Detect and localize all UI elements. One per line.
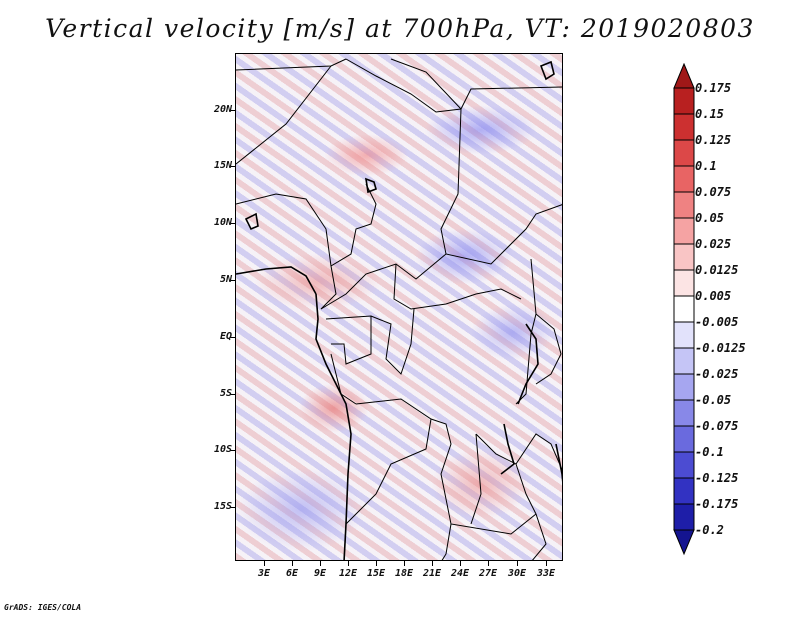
colorbar-cell bbox=[673, 165, 695, 193]
colorbar-cell bbox=[673, 399, 695, 427]
lat-label-eq: EQ bbox=[219, 331, 232, 342]
lon-label-3e: 3E bbox=[257, 568, 271, 579]
lon-tick bbox=[488, 561, 489, 566]
map-plot-area bbox=[235, 53, 563, 561]
colorbar-cell bbox=[673, 321, 695, 349]
colorbar-label: 0.175 bbox=[695, 81, 732, 95]
lon-tick bbox=[517, 561, 518, 566]
colorbar-cell bbox=[673, 191, 695, 219]
colorbar-cell bbox=[673, 113, 695, 141]
lon-tick bbox=[432, 561, 433, 566]
lat-label-5s: 5S bbox=[219, 388, 232, 399]
colorbar-cell bbox=[673, 295, 695, 323]
lon-label-9e: 9E bbox=[313, 568, 327, 579]
lon-label-24e: 24E bbox=[450, 568, 470, 579]
colorbar-cell bbox=[673, 139, 695, 167]
colorbar-label: -0.125 bbox=[695, 471, 739, 485]
lon-label-15e: 15E bbox=[366, 568, 386, 579]
colorbar-cell bbox=[673, 269, 695, 297]
lat-label-15n: 15N bbox=[213, 160, 232, 171]
lon-tick bbox=[404, 561, 405, 566]
lon-tick bbox=[264, 561, 265, 566]
lon-tick bbox=[348, 561, 349, 566]
country-borders bbox=[236, 58, 562, 560]
lat-tick bbox=[230, 450, 235, 451]
lat-tick bbox=[230, 223, 235, 224]
colorbar-label: -0.025 bbox=[695, 367, 739, 381]
grads-credit: GrADS: IGES/COLA bbox=[4, 603, 82, 612]
map-title: Vertical velocity [m/s] at 700hPa, VT: 2… bbox=[45, 14, 755, 43]
colorbar-label: -0.005 bbox=[695, 315, 739, 329]
colorbar-label: 0.15 bbox=[695, 107, 724, 121]
lat-tick bbox=[230, 280, 235, 281]
lon-label-30e: 30E bbox=[507, 568, 527, 579]
lon-label-12e: 12E bbox=[338, 568, 358, 579]
lon-label-6e: 6E bbox=[285, 568, 299, 579]
colorbar-cell bbox=[673, 451, 695, 479]
colorbar bbox=[673, 63, 695, 556]
lat-label-15s: 15S bbox=[213, 501, 232, 512]
lat-tick bbox=[230, 394, 235, 395]
colorbar-cell bbox=[673, 425, 695, 453]
lon-label-27e: 27E bbox=[478, 568, 498, 579]
lon-tick bbox=[460, 561, 461, 566]
colorbar-label: 0.005 bbox=[695, 289, 732, 303]
colorbar-label: -0.2 bbox=[695, 523, 724, 537]
colorbar-cell bbox=[673, 373, 695, 401]
lat-label-10n: 10N bbox=[213, 217, 232, 228]
colorbar-cell bbox=[673, 87, 695, 115]
colorbar-label: 0.075 bbox=[695, 185, 732, 199]
lat-label-20n: 20N bbox=[213, 104, 232, 115]
colorbar-cell bbox=[673, 347, 695, 375]
lat-tick bbox=[230, 507, 235, 508]
colorbar-label: -0.075 bbox=[695, 419, 739, 433]
lon-label-33e: 33E bbox=[536, 568, 556, 579]
colorbar-cell bbox=[673, 477, 695, 505]
colorbar-cell bbox=[673, 217, 695, 245]
lon-label-18e: 18E bbox=[394, 568, 414, 579]
colorbar-label: -0.0125 bbox=[695, 341, 746, 355]
colorbar-label: 0.0125 bbox=[695, 263, 739, 277]
colorbar-cell bbox=[673, 243, 695, 271]
colorbar-label: 0.1 bbox=[695, 159, 717, 173]
colorbar-label: -0.1 bbox=[695, 445, 724, 459]
colorbar-cell-bottom-arrow bbox=[673, 529, 695, 556]
lat-tick bbox=[230, 166, 235, 167]
lon-tick bbox=[292, 561, 293, 566]
lat-label-5n: 5N bbox=[219, 274, 232, 285]
lon-label-21e: 21E bbox=[422, 568, 442, 579]
lat-label-10s: 10S bbox=[213, 444, 232, 455]
colorbar-label: -0.05 bbox=[695, 393, 732, 407]
colorbar-cell bbox=[673, 503, 695, 531]
lat-tick bbox=[230, 337, 235, 338]
colorbar-label: -0.175 bbox=[695, 497, 739, 511]
lon-tick bbox=[546, 561, 547, 566]
colorbar-label: 0.125 bbox=[695, 133, 732, 147]
colorbar-label: 0.05 bbox=[695, 211, 724, 225]
lon-tick bbox=[376, 561, 377, 566]
colorbar-label: 0.025 bbox=[695, 237, 732, 251]
lon-tick bbox=[320, 561, 321, 566]
colorbar-cell-top-arrow bbox=[673, 63, 695, 89]
lat-tick bbox=[230, 110, 235, 111]
